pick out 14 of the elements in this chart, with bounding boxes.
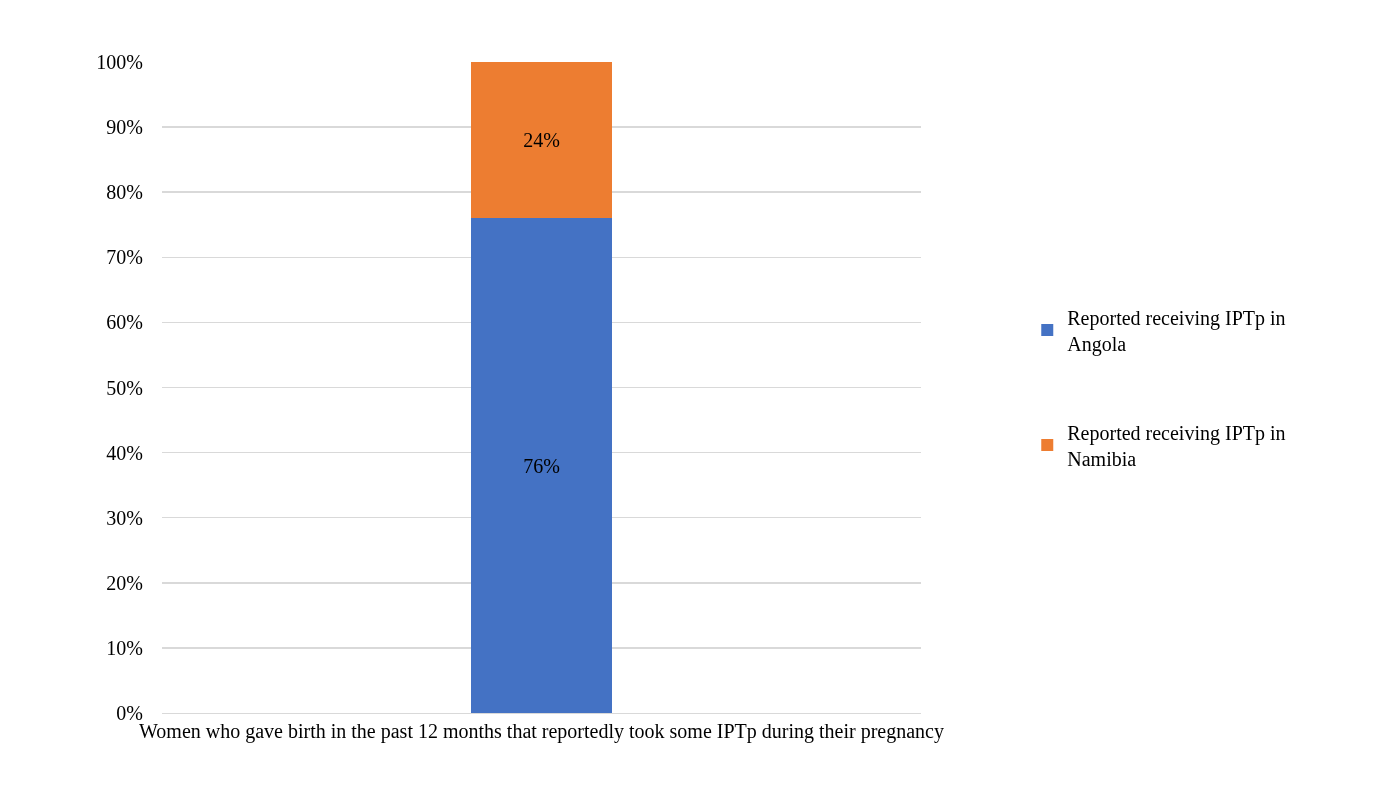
y-tick-label: 40% [106,441,143,464]
y-tick-label: 60% [106,311,143,334]
data-label: 76% [523,454,560,477]
y-tick-label: 10% [106,636,143,659]
y-tick-label: 100% [96,51,143,73]
y-tick-label: 20% [106,571,143,594]
y-tick-label: 30% [106,506,143,529]
y-tick-label: 70% [106,246,143,269]
legend-label: Reported receiving IPTp in Namibia [1067,421,1286,470]
data-label: 24% [523,129,560,152]
legend-label: Reported receiving IPTp in Angola [1067,306,1286,356]
y-tick-label: 90% [106,116,143,139]
y-tick-label: 50% [106,376,143,399]
y-tick-label: 80% [106,181,143,204]
